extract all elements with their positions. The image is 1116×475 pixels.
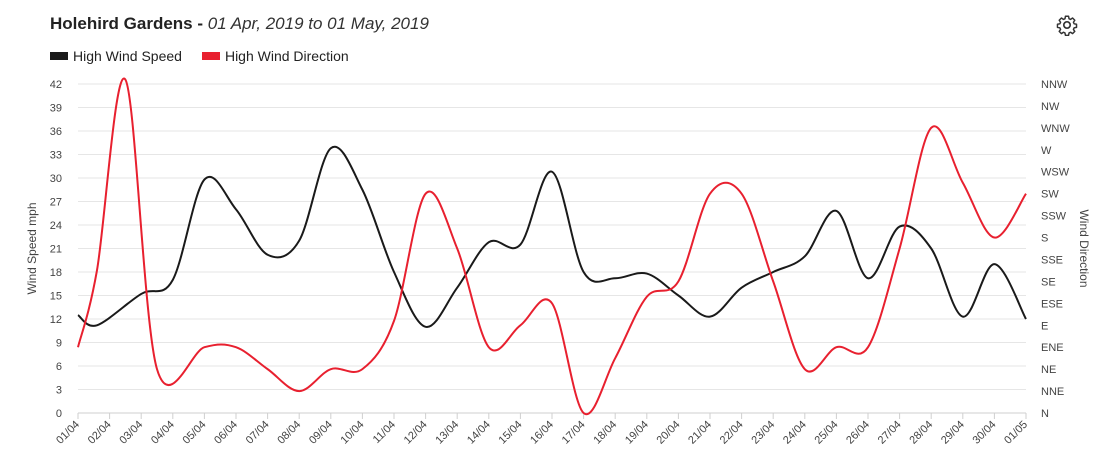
y-axis-title: Wind Speed mph — [25, 202, 39, 294]
y2-tick-label: NE — [1041, 364, 1056, 376]
legend-swatch-speed — [50, 52, 68, 60]
y2-tick-label: SE — [1041, 276, 1056, 288]
x-tick-label: 10/04 — [339, 419, 367, 447]
x-tick-label: 17/04 — [560, 419, 588, 447]
series-line-speed — [77, 145, 1027, 328]
y-tick-label: 18 — [50, 267, 62, 279]
x-tick-label: 13/04 — [433, 419, 461, 447]
y-tick-label: 6 — [56, 361, 62, 373]
y2-tick-label: SW — [1041, 189, 1059, 201]
y2-tick-label: ENE — [1041, 342, 1064, 354]
y2-tick-label: NW — [1041, 101, 1060, 113]
legend-swatch-direction — [201, 52, 220, 60]
y-tick-label: 0 — [56, 408, 62, 420]
x-tick-label: 12/04 — [402, 419, 430, 447]
x-tick-label: 19/04 — [623, 419, 651, 447]
x-tick-label: 01/05 — [1002, 419, 1030, 447]
y-axis-right: N NNE NE ENE E ESE SE SSE S SSW SW WSW W WNW NW NNW — [1041, 79, 1070, 420]
x-tick-label: 03/04 — [117, 419, 145, 447]
y2-tick-label: WNW — [1041, 123, 1070, 135]
x-tick-label: 07/04 — [244, 419, 272, 447]
y-tick-label: 27 — [50, 197, 62, 209]
x-tick-label: 14/04 — [465, 419, 493, 447]
x-tick-label: 28/04 — [907, 419, 935, 447]
y2-tick-label: ESE — [1041, 298, 1063, 310]
legend-label-direction: High Wind Direction — [224, 48, 349, 64]
y-tick-label: 42 — [50, 79, 62, 91]
y-tick-label: 9 — [56, 338, 62, 350]
y2-tick-label: SSW — [1041, 211, 1067, 223]
series-lines — [77, 77, 1027, 416]
y-tick-label: 12 — [50, 314, 62, 326]
y-tick-label: 36 — [50, 126, 62, 138]
x-tick-label: 16/04 — [528, 419, 556, 447]
x-tick-label: 27/04 — [876, 419, 904, 447]
y-tick-label: 39 — [50, 103, 62, 115]
x-tick-label: 02/04 — [86, 419, 114, 447]
x-tick-label: 29/04 — [939, 419, 967, 447]
x-tick-label: 18/04 — [591, 419, 619, 447]
x-tick-label: 20/04 — [655, 419, 683, 447]
x-tick-label: 11/04 — [371, 419, 398, 446]
x-tick-label: 22/04 — [718, 419, 746, 447]
x-tick-label: 26/04 — [844, 419, 872, 447]
y2-axis-title: Wind Direction — [1077, 209, 1091, 287]
grid-lines — [78, 83, 1026, 414]
y-tick-label: 30 — [50, 173, 62, 185]
legend-label-speed: High Wind Speed — [73, 48, 182, 64]
x-tick-label: 04/04 — [149, 419, 177, 447]
x-tick-label: 15/04 — [497, 419, 525, 447]
legend-item-direction[interactable]: High Wind Direction — [201, 48, 349, 64]
x-tick-label: 01/04 — [54, 419, 82, 447]
x-tick-label: 06/04 — [212, 419, 240, 447]
y2-tick-label: WSW — [1041, 167, 1070, 179]
x-tick-label: 05/04 — [181, 419, 209, 447]
y2-tick-label: NNW — [1041, 79, 1068, 91]
y2-tick-label: E — [1041, 320, 1048, 332]
series-line-direction — [77, 77, 1027, 416]
y-tick-label: 21 — [50, 244, 62, 256]
x-tick-label: 21/04 — [686, 419, 714, 447]
chart-header: Holehird Gardens - 01 Apr, 2019 to 01 Ma… — [50, 14, 429, 34]
gear-icon[interactable] — [1056, 14, 1078, 36]
x-tick-label: 24/04 — [781, 419, 809, 447]
y2-tick-label: S — [1041, 233, 1048, 245]
y-tick-label: 33 — [50, 150, 62, 162]
x-tick-label: 25/04 — [813, 419, 841, 447]
header-separator: - — [192, 14, 208, 33]
y-tick-label: 24 — [50, 220, 62, 232]
station-name: Holehird Gardens — [50, 14, 193, 33]
y2-tick-label: N — [1041, 408, 1049, 420]
x-tick-label: 08/04 — [275, 419, 303, 447]
legend-item-speed[interactable]: High Wind Speed — [50, 48, 182, 64]
y-tick-label: 15 — [50, 291, 62, 303]
y2-tick-label: W — [1041, 145, 1052, 157]
y2-tick-label: SSE — [1041, 254, 1063, 266]
y-tick-label: 3 — [56, 385, 62, 397]
x-tick-label: 23/04 — [749, 419, 777, 447]
y2-tick-label: NNE — [1041, 386, 1064, 398]
x-tick-label: 09/04 — [307, 419, 335, 447]
date-range: 01 Apr, 2019 to 01 May, 2019 — [207, 14, 429, 33]
legend: High Wind Speed High Wind Direction — [50, 48, 349, 64]
x-axis: 01/04 02/04 03/04 04/04 05/04 06/04 07/04 08/04… — [54, 413, 1030, 447]
x-tick-label: 30/04 — [971, 419, 999, 447]
